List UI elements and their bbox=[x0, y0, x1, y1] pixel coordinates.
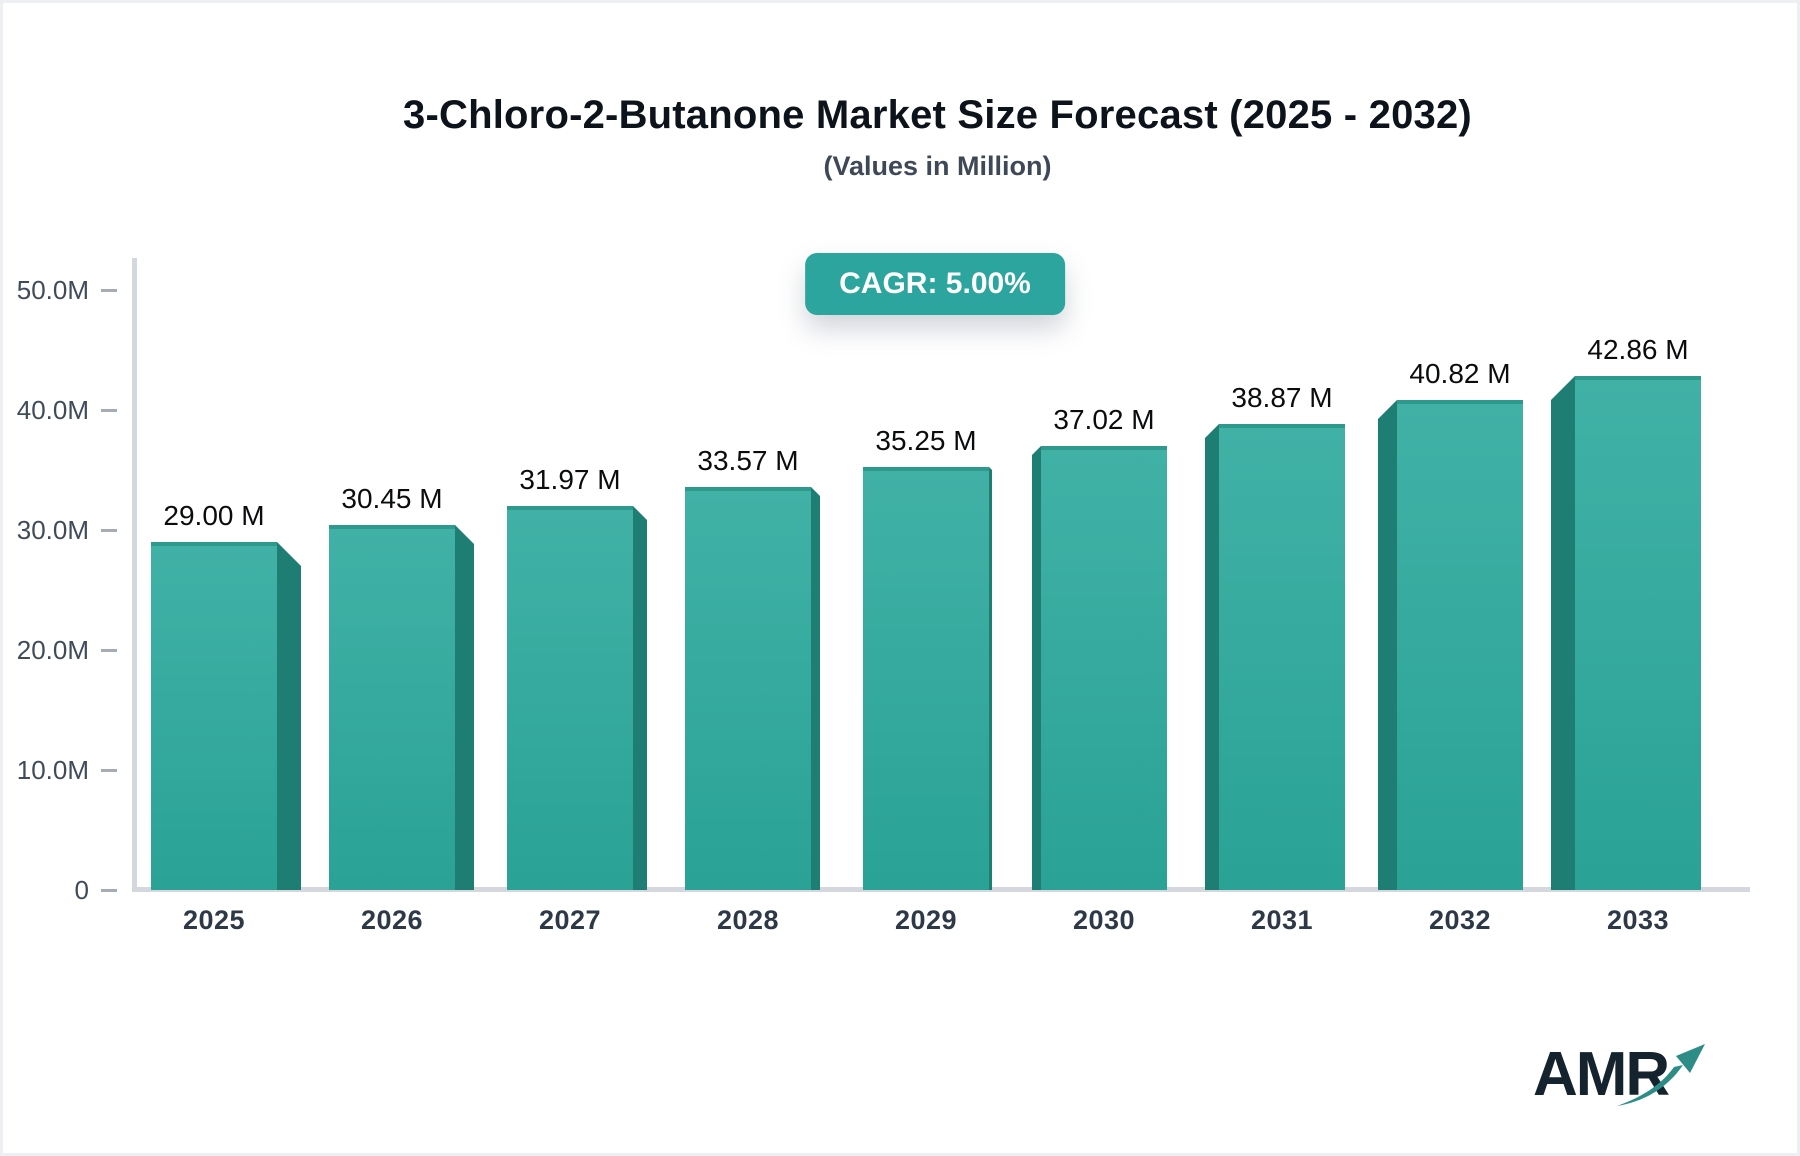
y-axis-tick-icon bbox=[101, 768, 117, 772]
bar-2025: 29.00 M bbox=[151, 500, 301, 890]
bar-value-label: 38.87 M bbox=[1231, 382, 1333, 413]
y-axis-label: 10.0M bbox=[16, 754, 89, 785]
y-axis-tick-icon bbox=[101, 528, 117, 532]
bar-2032: 40.82 M bbox=[1378, 358, 1523, 890]
x-axis: 2025 2026 2027 2028 2029 2030 2031 2032 2033 bbox=[3, 905, 1797, 949]
bar-3d-side bbox=[633, 506, 647, 890]
bar-3d-side bbox=[811, 487, 820, 890]
bar-3d-side bbox=[1032, 446, 1041, 890]
bar-3d-side bbox=[455, 525, 474, 890]
y-axis-tick-row: 10.0M bbox=[3, 755, 117, 785]
amr-logo-text: AMR bbox=[1533, 1040, 1669, 1109]
bar-front-face bbox=[863, 467, 989, 890]
x-axis-label: 2026 bbox=[360, 905, 424, 935]
bar-front-face bbox=[329, 525, 455, 890]
y-axis-tick-icon bbox=[101, 648, 117, 652]
x-axis-label: 2027 bbox=[538, 905, 602, 935]
x-axis-label: 2030 bbox=[1072, 905, 1136, 935]
x-axis-label: 2028 bbox=[716, 905, 780, 935]
bar-3d-side bbox=[1551, 376, 1575, 890]
cagr-badge-label: CAGR: 5.00% bbox=[839, 267, 1031, 300]
x-axis-label: 2031 bbox=[1250, 905, 1314, 935]
y-axis-line bbox=[132, 258, 137, 891]
y-axis-tick-icon bbox=[101, 288, 117, 292]
bar-front-face bbox=[1219, 424, 1345, 890]
y-axis-tick-row: 30.0M bbox=[3, 515, 117, 545]
trend-arrow-icon bbox=[1617, 1044, 1705, 1106]
bar-3d-side bbox=[277, 542, 301, 890]
bar-2031: 38.87 M bbox=[1205, 382, 1345, 890]
y-axis-tick-row: 50.0M bbox=[3, 275, 117, 305]
bar-value-label: 30.45 M bbox=[341, 483, 443, 514]
x-axis-label: 2029 bbox=[894, 905, 958, 935]
bar-front-face bbox=[151, 542, 277, 890]
chart-title: 3-Chloro-2-Butanone Market Size Forecast… bbox=[403, 93, 1472, 137]
bar-front-face bbox=[1575, 376, 1701, 890]
y-axis-tick-row: 20.0M bbox=[3, 635, 117, 665]
amr-logo-graphic: AMR bbox=[1533, 1040, 1705, 1109]
plot-area: 29.00 M 30.45 M 31.97 M 33.57 M 35.25 M 37.02… bbox=[135, 290, 1748, 890]
bar-2027: 31.97 M bbox=[507, 464, 647, 890]
y-axis-label: 20.0M bbox=[16, 634, 89, 665]
y-axis-tick-row: 0 bbox=[3, 875, 117, 905]
bar-2030: 37.02 M bbox=[1032, 404, 1167, 890]
bar-value-label: 40.82 M bbox=[1409, 358, 1511, 389]
bar-front-face bbox=[1041, 446, 1167, 890]
bar-front-face bbox=[507, 506, 633, 890]
bar-front-face bbox=[1397, 400, 1523, 890]
y-axis-tick-icon bbox=[101, 408, 117, 412]
bar-value-label: 37.02 M bbox=[1053, 404, 1155, 435]
y-axis-label: 40.0M bbox=[16, 394, 89, 425]
bar-2028: 33.57 M bbox=[685, 445, 820, 890]
chart-card: 3-Chloro-2-Butanone Market Size Forecast… bbox=[3, 3, 1797, 1153]
chart-subtitle: (Values in Million) bbox=[823, 151, 1052, 181]
y-axis-label: 0 bbox=[74, 874, 89, 905]
bar-2026: 30.45 M bbox=[329, 483, 474, 890]
bar-2029: 35.25 M bbox=[863, 425, 992, 890]
bar-value-label: 29.00 M bbox=[163, 500, 265, 531]
bar-3d-side bbox=[989, 467, 992, 890]
bar-value-label: 33.57 M bbox=[697, 445, 799, 476]
bar-front-face bbox=[685, 487, 811, 890]
y-axis: 50.0M 40.0M 30.0M 20.0M 10.0M 0 bbox=[3, 3, 117, 1153]
y-axis-tick-icon bbox=[101, 888, 117, 892]
x-axis-label: 2032 bbox=[1428, 905, 1492, 935]
bar-2033: 42.86 M bbox=[1551, 334, 1701, 890]
y-axis-tick-row: 40.0M bbox=[3, 395, 117, 425]
y-axis-label: 50.0M bbox=[16, 274, 89, 305]
bar-3d-side bbox=[1205, 424, 1219, 890]
bar-value-label: 31.97 M bbox=[519, 464, 621, 495]
y-axis-label: 30.0M bbox=[16, 514, 89, 545]
bar-value-label: 35.25 M bbox=[875, 425, 977, 456]
cagr-badge: CAGR: 5.00% bbox=[805, 253, 1065, 315]
bar-value-label: 42.86 M bbox=[1587, 334, 1689, 365]
bar-3d-side bbox=[1378, 400, 1397, 890]
x-axis-label: 2025 bbox=[182, 905, 246, 935]
amr-logo: AMR bbox=[1531, 1035, 1721, 1113]
x-axis-label: 2033 bbox=[1606, 905, 1670, 935]
